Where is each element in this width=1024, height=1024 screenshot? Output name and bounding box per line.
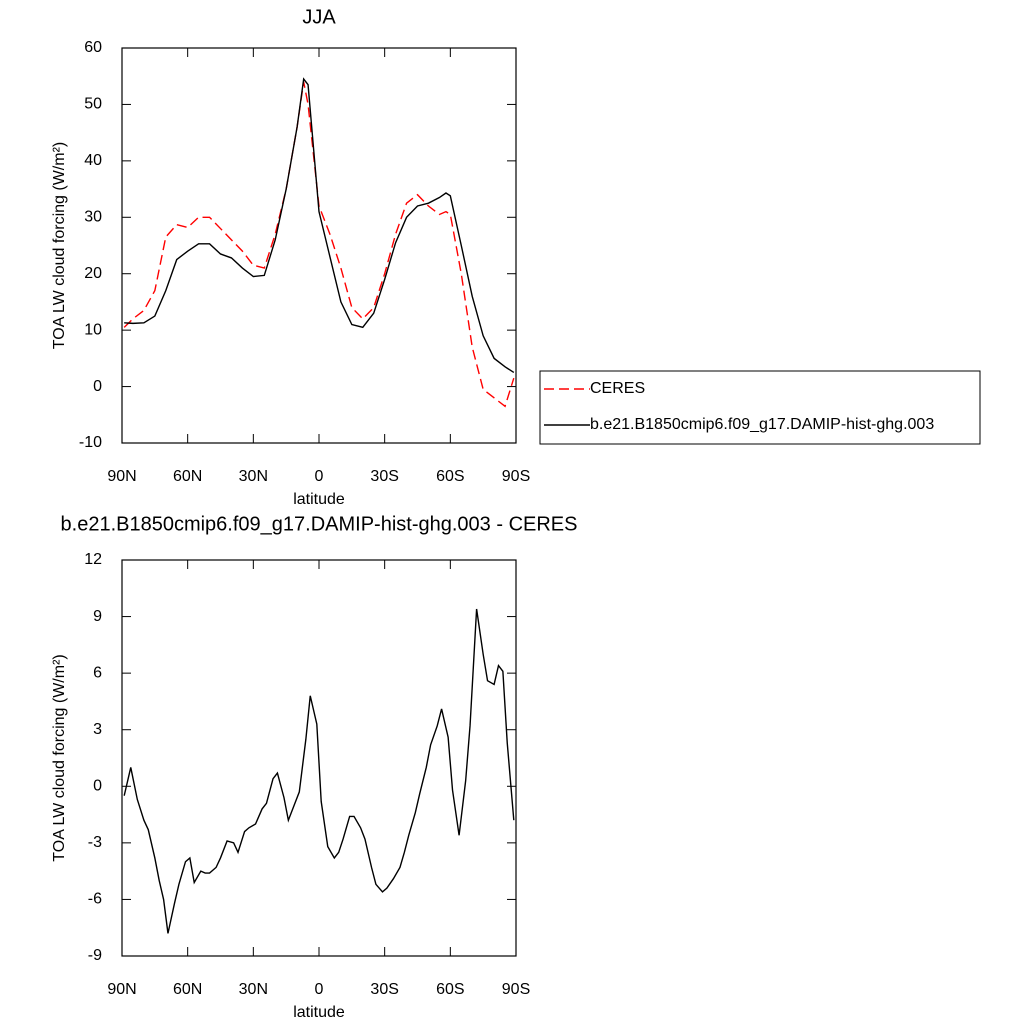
chart-title: b.e21.B1850cmip6.f09_g17.DAMIP-hist-ghg.… bbox=[61, 513, 578, 535]
y-tick-label: 0 bbox=[93, 378, 102, 395]
y-tick-label: 40 bbox=[84, 152, 102, 169]
data-line bbox=[123, 608, 515, 934]
y-tick-label: -6 bbox=[88, 891, 102, 908]
y-tick-label: 0 bbox=[93, 778, 102, 795]
x-axis-label: latitude bbox=[293, 1004, 345, 1021]
x-tick-label: 0 bbox=[315, 468, 324, 485]
data-line bbox=[123, 81, 515, 408]
x-axis-label: latitude bbox=[293, 491, 345, 508]
legend-box bbox=[539, 370, 981, 445]
y-axis-label: TOA LW cloud forcing (W/m²) bbox=[51, 654, 68, 861]
y-tick-label: 3 bbox=[93, 721, 102, 738]
x-tick-label: 90S bbox=[502, 981, 530, 998]
plot-frame bbox=[121, 47, 517, 444]
y-tick-label: -3 bbox=[88, 834, 102, 851]
y-tick-label: 10 bbox=[84, 321, 102, 338]
y-tick-label: 6 bbox=[93, 664, 102, 681]
x-tick-label: 30N bbox=[239, 981, 268, 998]
chart-title: JJA bbox=[302, 6, 336, 28]
x-tick-label: 30S bbox=[370, 468, 398, 485]
x-tick-label: 60N bbox=[173, 468, 202, 485]
y-tick-label: -10 bbox=[79, 434, 102, 451]
y-tick-label: 30 bbox=[84, 209, 102, 226]
y-tick-label: 12 bbox=[84, 551, 102, 568]
x-tick-label: 90N bbox=[107, 981, 136, 998]
y-tick-label: -9 bbox=[88, 947, 102, 964]
x-tick-label: 90N bbox=[107, 468, 136, 485]
y-axis-label: TOA LW cloud forcing (W/m²) bbox=[51, 142, 68, 349]
y-tick-label: 50 bbox=[84, 96, 102, 113]
legend-label: CERES bbox=[590, 380, 645, 397]
x-tick-label: 30S bbox=[370, 981, 398, 998]
y-tick-label: 9 bbox=[93, 608, 102, 625]
x-tick-label: 60S bbox=[436, 468, 464, 485]
y-tick-label: 60 bbox=[84, 39, 102, 56]
legend-label: b.e21.B1850cmip6.f09_g17.DAMIP-hist-ghg.… bbox=[590, 416, 934, 433]
x-tick-label: 30N bbox=[239, 468, 268, 485]
y-tick-label: 20 bbox=[84, 265, 102, 282]
x-tick-label: 0 bbox=[315, 981, 324, 998]
x-tick-label: 60N bbox=[173, 981, 202, 998]
x-tick-label: 90S bbox=[502, 468, 530, 485]
x-tick-label: 60S bbox=[436, 981, 464, 998]
data-line bbox=[124, 77, 515, 374]
